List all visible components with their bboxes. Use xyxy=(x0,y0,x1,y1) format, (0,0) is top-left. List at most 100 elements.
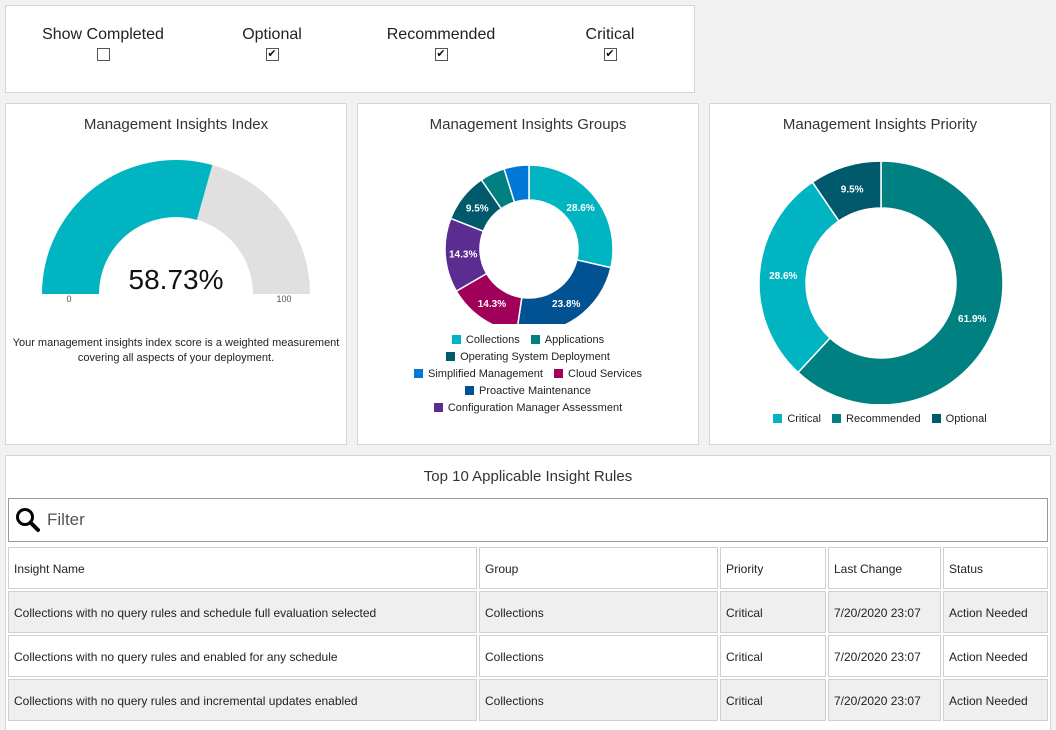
insights-index-gauge: 58.73% 0 100 xyxy=(42,159,310,304)
cell-last-change: 7/20/2020 23:07 xyxy=(828,591,941,633)
legend-swatch xyxy=(433,403,443,412)
legend-item-collections[interactable]: Collections xyxy=(451,332,520,349)
legend-label: Simplified Management xyxy=(428,368,543,380)
insight-rules-panel: Top 10 Applicable Insight Rules Insight … xyxy=(5,455,1051,730)
legend-label: Collections xyxy=(465,334,520,346)
cell-insight-name: Collections with no query rules and incr… xyxy=(8,679,477,721)
table-row[interactable]: Collections with no query rules and sche… xyxy=(8,591,1048,635)
cell-group: Collections xyxy=(479,679,718,721)
optional-label: Optional xyxy=(242,26,302,43)
cell-last-change: 7/20/2020 23:07 xyxy=(828,679,941,721)
table-row[interactable]: Collections with no query rules and enab… xyxy=(8,635,1048,679)
slice-data-label: 28.6% xyxy=(566,203,594,214)
critical-filter: Critical ✔ xyxy=(530,26,690,62)
legend-item-cloud-services[interactable]: Cloud Services xyxy=(554,366,642,383)
legend-swatch xyxy=(554,369,564,378)
table-row[interactable]: Collections with no query rules and incr… xyxy=(8,679,1048,723)
insights-groups-title: Management Insights Groups xyxy=(429,116,627,133)
gauge-fill xyxy=(42,159,213,294)
slice-optional[interactable] xyxy=(811,160,882,223)
slice-data-label: 28.6% xyxy=(769,271,797,282)
cell-group: Collections xyxy=(479,591,718,633)
slice-proactive-maintenance[interactable] xyxy=(517,259,612,324)
cell-status: Action Needed xyxy=(943,679,1048,721)
insight-rules-title: Top 10 Applicable Insight Rules xyxy=(423,468,633,485)
legend-label: Optional xyxy=(945,413,987,425)
cell-last-change: 7/20/2020 23:07 xyxy=(828,635,941,677)
legend-swatch xyxy=(931,414,941,423)
slice-data-label: 61.9% xyxy=(958,314,986,325)
optional-filter: Optional ✔ xyxy=(192,26,352,62)
insights-priority-donut: 61.9% 28.6% 9.5% xyxy=(758,160,1004,404)
insights-index-title: Management Insights Index xyxy=(83,116,269,133)
slice-simplified-management[interactable] xyxy=(503,164,530,204)
cell-insight-name: Collections with no query rules and sche… xyxy=(8,591,477,633)
priority-legend: Critical Recommended Optional xyxy=(710,411,1050,428)
description-line-1: Your management insights index score is … xyxy=(12,337,340,349)
groups-legend: Collections Applications Operating Syste… xyxy=(358,332,698,417)
legend-item-applications[interactable]: Applications xyxy=(530,332,605,349)
filter-input[interactable] xyxy=(45,505,1029,535)
slice-data-label: 9.5% xyxy=(466,203,489,214)
filter-box xyxy=(8,498,1048,542)
cell-status: Action Needed xyxy=(943,591,1048,633)
optional-checkbox[interactable]: ✔ xyxy=(265,48,279,61)
legend-swatch xyxy=(465,386,475,395)
legend-item-osd[interactable]: Operating System Deployment xyxy=(446,349,610,366)
cell-insight-name: Collections with no query rules and enab… xyxy=(8,635,477,677)
legend-swatch xyxy=(414,369,423,378)
recommended-checkbox[interactable]: ✔ xyxy=(434,48,448,61)
critical-label: Critical xyxy=(585,26,635,43)
show-completed-label: Show Completed xyxy=(42,26,164,43)
insights-index-card: Management Insights Index 58.73% 0 100 Y… xyxy=(5,103,347,445)
recommended-label: Recommended xyxy=(386,26,496,43)
legend-swatch xyxy=(832,414,842,423)
slice-data-label: 14.3% xyxy=(478,299,506,310)
cell-group: Collections xyxy=(479,635,718,677)
critical-checkbox[interactable]: ✔ xyxy=(603,48,617,61)
cell-status: Action Needed xyxy=(943,635,1048,677)
column-header-last-change[interactable]: Last Change xyxy=(828,547,941,589)
legend-label: Proactive Maintenance xyxy=(479,385,591,397)
show-completed-checkbox[interactable] xyxy=(96,48,110,61)
slice-data-label: 14.3% xyxy=(449,249,477,260)
insights-priority-title: Management Insights Priority xyxy=(782,116,978,133)
column-header-priority[interactable]: Priority xyxy=(720,547,826,589)
search-icon xyxy=(16,508,40,532)
legend-swatch xyxy=(451,335,461,344)
slice-data-label: 9.5% xyxy=(841,185,864,196)
legend-swatch xyxy=(773,414,783,423)
column-header-group[interactable]: Group xyxy=(479,547,718,589)
slice-critical[interactable] xyxy=(758,181,840,374)
legend-item-optional[interactable]: Optional xyxy=(931,411,987,428)
legend-swatch xyxy=(446,352,456,361)
legend-item-cm-assessment[interactable]: Configuration Manager Assessment xyxy=(433,400,623,417)
priority-filter-panel: Show Completed Optional ✔ Recommended ✔ … xyxy=(5,5,695,93)
insights-priority-card: Management Insights Priority 61.9% 28.6% 9… xyxy=(709,103,1051,445)
cell-priority: Critical xyxy=(720,591,826,633)
slice-recommended[interactable] xyxy=(796,160,1004,404)
legend-label: Cloud Services xyxy=(568,368,642,380)
legend-item-critical[interactable]: Critical xyxy=(773,411,821,428)
cell-priority: Critical xyxy=(720,635,826,677)
legend-label: Applications xyxy=(544,334,605,346)
column-header-insight-name[interactable]: Insight Name xyxy=(8,547,477,589)
insights-index-description: Your management insights index score is … xyxy=(6,336,346,366)
legend-item-proactive-maintenance[interactable]: Proactive Maintenance xyxy=(465,383,591,400)
slice-collections[interactable] xyxy=(528,164,614,269)
slice-data-label: 23.8% xyxy=(552,299,580,310)
legend-label: Configuration Manager Assessment xyxy=(447,402,623,414)
insight-rules-table: Insight Name Group Priority Last Change … xyxy=(8,547,1048,723)
gauge-max-label: 100 xyxy=(276,294,291,304)
gauge-value-label: 58.73% xyxy=(129,264,224,295)
insights-groups-card: Management Insights Groups 28.6% 23.8% 14.… xyxy=(357,103,699,445)
legend-label: Recommended xyxy=(846,413,921,425)
cell-priority: Critical xyxy=(720,679,826,721)
recommended-filter: Recommended ✔ xyxy=(361,26,521,62)
column-header-status[interactable]: Status xyxy=(943,547,1048,589)
table-header-row: Insight Name Group Priority Last Change … xyxy=(8,547,1048,591)
show-completed-filter: Show Completed xyxy=(23,26,183,66)
legend-item-simplified-management[interactable]: Simplified Management xyxy=(414,366,543,383)
description-line-2: covering all aspects of your deployment. xyxy=(77,352,275,364)
legend-item-recommended[interactable]: Recommended xyxy=(832,411,921,428)
